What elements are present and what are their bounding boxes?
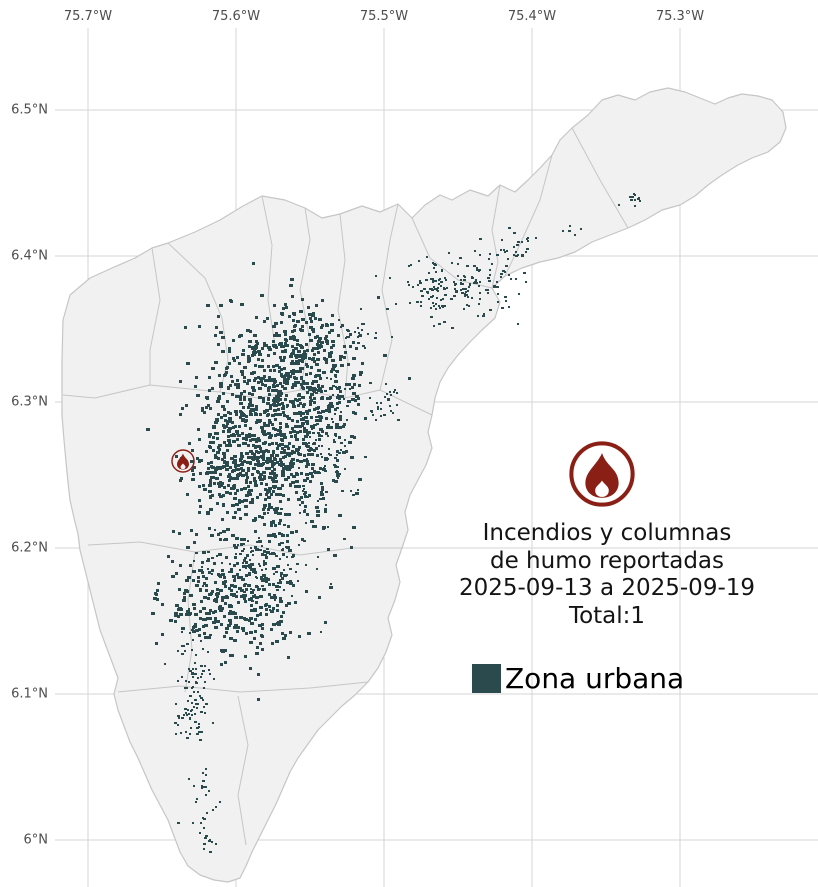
urban-zone-raster: [146, 193, 641, 853]
fire-icon: [571, 443, 632, 504]
annotation-line-3: 2025-09-13 a 2025-09-19: [458, 575, 756, 601]
y-tick-label: 6.5°N: [11, 102, 48, 118]
y-tick-label: 6.1°N: [11, 686, 48, 702]
legend: Zona urbana: [472, 661, 685, 695]
y-tick-label: 6.4°N: [11, 248, 48, 264]
x-tick-label: 75.3°W: [655, 9, 705, 24]
x-tick-label: 75.4°W: [507, 9, 557, 24]
y-tick-label: 6.3°N: [11, 394, 48, 410]
region-outline: [61, 87, 787, 883]
annotation-line-4: Total:1: [568, 602, 646, 629]
report-annotation: Incendios y columnas de humo reportadas …: [420, 520, 794, 630]
y-tick-label: 6.2°N: [11, 540, 48, 556]
x-tick-label: 75.5°W: [359, 9, 409, 24]
x-tick-label: 75.7°W: [63, 9, 113, 24]
urban-zone-label: Zona urbana: [505, 661, 685, 695]
urban-zone-swatch: [472, 663, 501, 693]
annotation-line-2: de humo reportadas: [489, 547, 725, 574]
annotation-line-1: Incendios y columnas: [482, 520, 732, 546]
x-tick-label: 75.6°W: [211, 9, 261, 24]
region-map: [61, 87, 787, 883]
y-tick-label: 6°N: [23, 832, 49, 848]
